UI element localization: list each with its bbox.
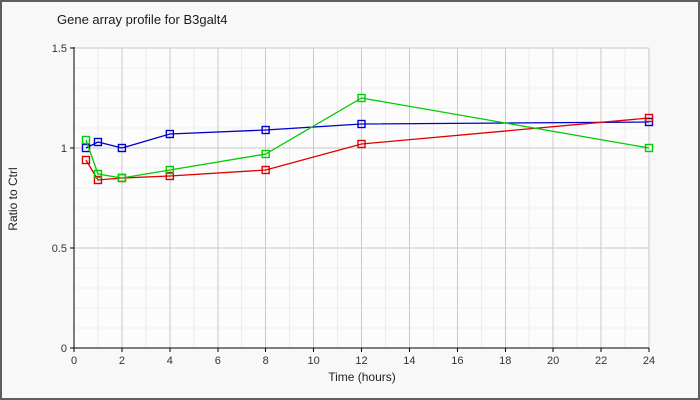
x-tick-label: 6 [215, 355, 221, 367]
series-red-marker [81, 155, 91, 165]
series-green-marker [165, 165, 175, 175]
series-red-line [85, 117, 650, 181]
series-red-marker [357, 139, 366, 149]
y-tick-label: 1.5 [52, 43, 67, 55]
series-green-marker [357, 93, 366, 103]
series-blue-marker [117, 143, 127, 153]
series-red-marker [261, 165, 270, 175]
x-tick-label: 24 [643, 355, 655, 367]
x-tick-label: 4 [167, 355, 173, 367]
y-tick-label: 1 [61, 143, 67, 155]
x-tick-label: 18 [499, 355, 511, 367]
x-tick-label: 22 [595, 355, 607, 367]
x-tick-label: 10 [307, 355, 319, 367]
x-tick-label: 0 [71, 355, 77, 367]
x-tick-label: 8 [263, 355, 269, 367]
series-green-marker [93, 169, 103, 179]
series-blue-marker [357, 119, 366, 129]
x-tick-label: 16 [451, 355, 463, 367]
x-axis-title: Time (hours) [328, 370, 396, 384]
series-green-marker [261, 149, 270, 159]
series-green-marker [81, 135, 91, 145]
x-tick-label: 2 [119, 355, 125, 367]
series-red-marker [165, 171, 175, 181]
y-tick-label: 0 [61, 343, 67, 355]
series-red-marker [644, 113, 654, 123]
x-tick-label: 12 [355, 355, 367, 367]
x-tick-label: 20 [547, 355, 559, 367]
series-blue-marker [93, 137, 103, 147]
x-tick-label: 14 [403, 355, 415, 367]
series-red-marker [93, 175, 103, 185]
y-tick-label: 0.5 [52, 243, 67, 255]
series-green-line [85, 97, 650, 179]
series-green-marker [117, 173, 127, 183]
series-blue-marker [165, 129, 175, 139]
series-green-marker [644, 143, 654, 153]
series-blue-line [85, 121, 650, 149]
series-blue-marker [261, 125, 270, 135]
chart-title: Gene array profile for B3galt4 [57, 12, 228, 27]
